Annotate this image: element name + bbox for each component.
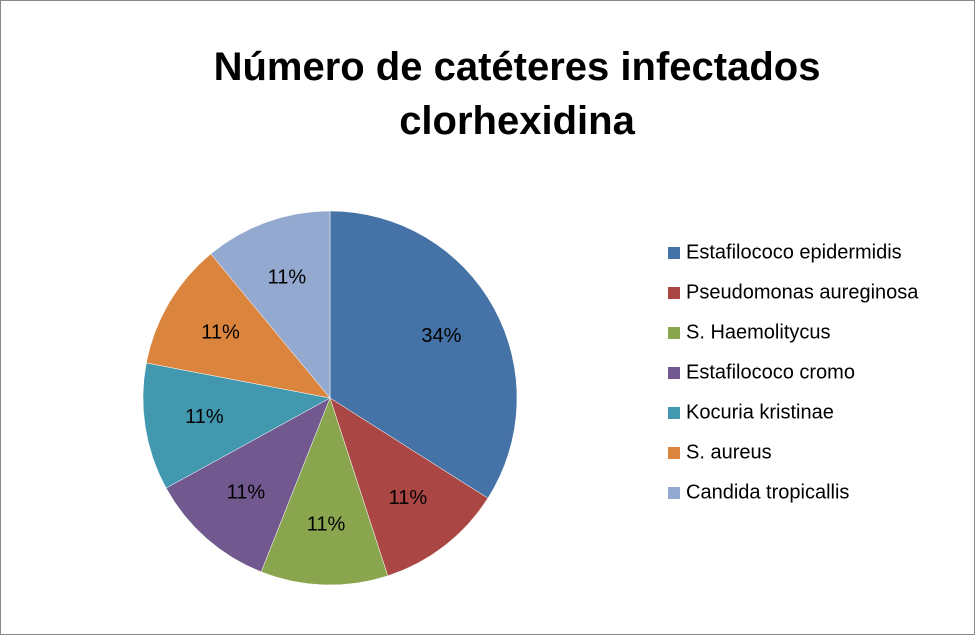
legend-label: S. aureus: [686, 441, 772, 463]
legend-swatch: [668, 407, 680, 419]
pie-slice: [146, 253, 331, 399]
legend-label: Estafilococo epidermidis: [686, 241, 902, 263]
legend-swatch: [668, 287, 680, 299]
legend-swatch: [668, 447, 680, 459]
data-label: 11%: [201, 322, 240, 344]
data-label: 11%: [389, 487, 428, 509]
data-label: 11%: [268, 267, 307, 289]
legend-label: Candida tropicallis: [686, 481, 849, 503]
data-label: 11%: [227, 482, 266, 504]
pie-slice: [210, 210, 331, 399]
pie-slice: [329, 397, 489, 577]
pie-slice: [142, 362, 331, 489]
data-label: 11%: [307, 513, 346, 535]
pie-slice: [260, 397, 389, 586]
legend-swatch: [668, 367, 680, 379]
legend-swatch: [668, 327, 680, 339]
legend-label: Pseudomonas aureginosa: [686, 281, 919, 303]
legend-label: Estafilococo cromo: [686, 361, 855, 383]
data-label: 11%: [185, 406, 224, 428]
legend-label: S. Haemolitycus: [686, 321, 831, 343]
pie-slice: [329, 210, 518, 499]
legend-swatch: [668, 487, 680, 499]
legend-label: Kocuria kristinae: [686, 401, 834, 423]
legend-swatch: [668, 247, 680, 259]
pie-slice: [165, 397, 331, 573]
chart-title: Número de catéteres infectados clorhexid…: [213, 45, 821, 143]
data-label: 34%: [421, 325, 461, 347]
